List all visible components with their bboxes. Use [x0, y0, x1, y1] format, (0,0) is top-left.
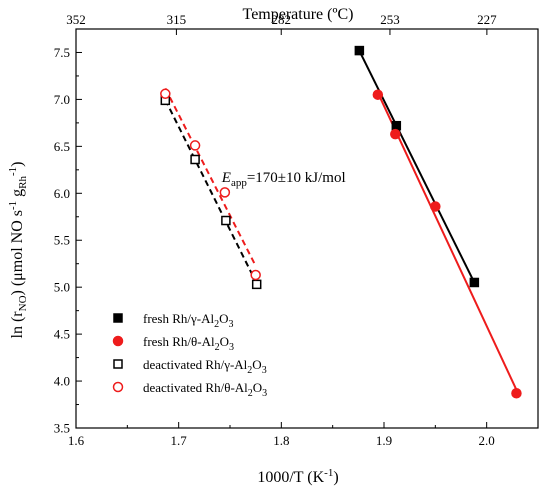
legend-label-1: fresh Rh/θ-Al2O3: [143, 334, 234, 353]
x-axis-title-end: ): [333, 469, 338, 486]
series-1-point: [390, 128, 401, 140]
series-lines: [164, 50, 518, 391]
y-tick-label: 3.5: [54, 421, 70, 436]
y-tick-label: 7.0: [54, 92, 70, 107]
annotation-e: E: [221, 170, 231, 186]
y-title-a: ln (r: [9, 311, 26, 339]
legend-marker-2: [113, 359, 123, 369]
legend-label-0: fresh Rh/γ-Al2O3: [143, 311, 233, 330]
series-3-point: [250, 269, 261, 281]
legend-label-2: deactivated Rh/γ-Al2O3: [143, 357, 267, 376]
y-tick-label: 5.0: [54, 280, 70, 295]
top-tick-label: 352: [66, 12, 86, 27]
x-tick-label: 1.9: [376, 433, 392, 448]
series-2-point: [251, 279, 262, 290]
y-tick-label: 4.5: [54, 327, 70, 342]
series-1-point: [511, 388, 522, 399]
y-tick-label: 6.0: [54, 186, 70, 201]
series-3-point: [219, 187, 231, 198]
y-tick-label: 6.5: [54, 139, 70, 154]
series-points: [160, 45, 522, 399]
top-tick-label: 227: [477, 12, 497, 27]
legend-marker-3: [112, 381, 124, 393]
activation-energy-annotation: Eapp=170±10 kJ/mol: [221, 170, 346, 189]
y-title-d: ): [9, 162, 26, 167]
x-tick-label: 1.8: [273, 433, 289, 448]
series-3-point: [189, 140, 201, 151]
top-tick-label: 253: [380, 12, 400, 27]
series-2-fit-line: [164, 99, 258, 285]
ticks: 1.6 1.7 1.8 1.9 2.0 3.5 4.0 4.5 5.0 5.5 6.0 6.5 7.0 7…: [54, 12, 497, 448]
legend: fresh Rh/γ-Al2O3 fresh Rh/θ-Al2O3 deactiva…: [112, 311, 267, 399]
top-tick-label: 315: [167, 12, 187, 27]
y-title-b: ) (μmol NO s: [9, 210, 26, 295]
x-tick-label: 1.6: [68, 433, 85, 448]
series-3-point: [160, 88, 171, 100]
series-1-point: [372, 89, 384, 100]
y-title-b-sup: -1: [7, 201, 19, 210]
y-title-c-sup: -1: [7, 167, 19, 176]
x-tick-label: 1.7: [171, 433, 188, 448]
y-tick-label: 4.0: [54, 374, 70, 389]
series-0-point: [469, 277, 480, 288]
x-axis-title: 1000/T (K-1): [257, 467, 338, 486]
x-axis-title-sup: -1: [324, 467, 333, 479]
y-title-c-sub: Rh: [17, 176, 29, 189]
legend-marker-1: [112, 335, 124, 347]
legend-label-3: deactivated Rh/θ-Al2O3: [143, 380, 267, 399]
y-tick-label: 5.5: [54, 233, 70, 248]
series-2-point: [190, 154, 200, 165]
y-title-c: g: [9, 189, 26, 201]
y-axis-title: ln (rNO) (μmol NO s-1 gRh-1): [7, 162, 29, 339]
axes: [75, 28, 539, 429]
y-tick-label: 7.5: [54, 45, 70, 60]
plot-frame: [75, 28, 539, 429]
series-1-point: [430, 201, 441, 212]
series-0-point: [354, 45, 365, 56]
series-1-fit-line: [376, 92, 518, 391]
annotation-sub: app: [231, 177, 247, 189]
series-0-fit-line: [358, 50, 476, 284]
top-tick-label: 282: [271, 12, 291, 27]
y-title-a-sub: NO: [17, 295, 29, 311]
annotation-rest: =170±10 kJ/mol: [247, 170, 346, 186]
top-axis-title: Temperature (ºC): [243, 6, 354, 23]
x-tick-label: 2.0: [479, 433, 495, 448]
series-0-point: [391, 120, 402, 131]
x-axis-title-main: 1000/T (K: [257, 469, 324, 486]
series-2-point: [221, 215, 231, 226]
series-3-fit-line: [164, 87, 257, 267]
legend-marker-0: [113, 313, 123, 323]
